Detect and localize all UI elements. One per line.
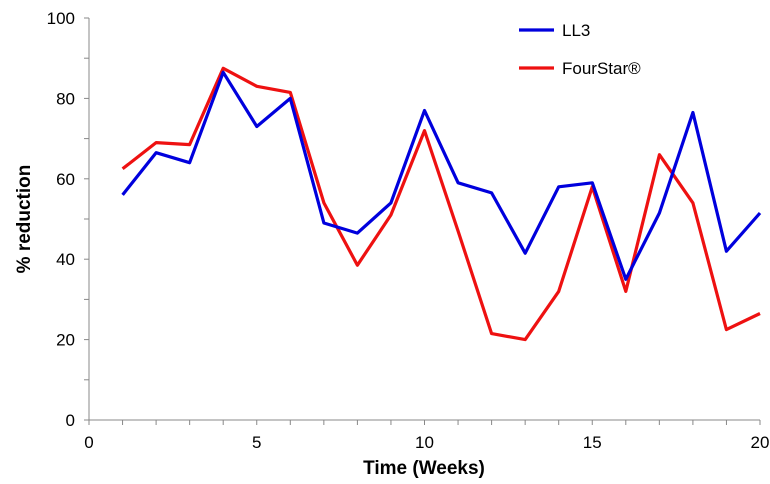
y-tick-label: 100 <box>47 9 75 28</box>
legend-label: FourStar® <box>562 59 641 78</box>
y-tick-label: 60 <box>56 170 75 189</box>
y-axis-title: % reduction <box>14 165 35 274</box>
x-axis-title: Time (Weeks) <box>363 458 485 479</box>
x-tick-label: 20 <box>751 433 770 452</box>
series-line-ll3 <box>121 70 762 281</box>
x-tick-label: 5 <box>252 433 261 452</box>
legend-label: LL3 <box>562 21 590 40</box>
y-tick-label: 0 <box>66 411 75 430</box>
series-line-fourstar <box>121 66 761 342</box>
y-tick-label: 20 <box>56 331 75 350</box>
y-tick-label: 80 <box>56 89 75 108</box>
x-tick-label: 10 <box>415 433 434 452</box>
y-tick-label: 40 <box>56 250 75 269</box>
x-tick-label: 0 <box>84 433 93 452</box>
x-tick-label: 15 <box>583 433 602 452</box>
